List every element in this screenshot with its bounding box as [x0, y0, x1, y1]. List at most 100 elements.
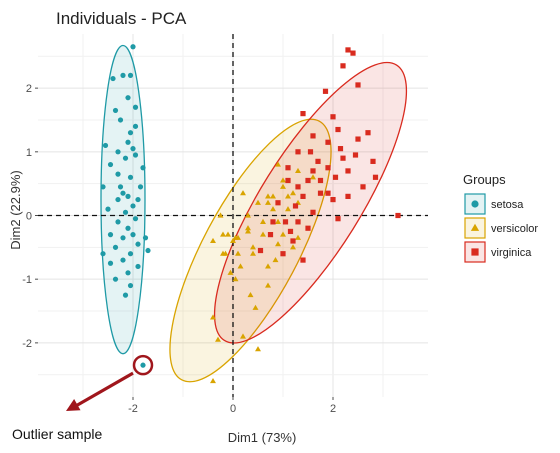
virginica-point — [285, 165, 291, 171]
y-tick-label: 0 — [26, 211, 32, 223]
versicolor-point — [295, 234, 301, 240]
setosa-point — [122, 209, 129, 215]
setosa-point — [120, 257, 126, 263]
versicolor-point — [222, 250, 229, 256]
virginica-point — [270, 219, 276, 225]
versicolor-point — [285, 193, 291, 199]
versicolor-legend-marker — [470, 223, 480, 231]
virginica-point — [290, 238, 296, 244]
versicolor-point — [255, 199, 261, 205]
versicolor-point — [285, 206, 291, 212]
versicolor-point — [232, 276, 239, 282]
versicolor-point — [265, 282, 271, 288]
virginica-legend-label: virginica — [491, 247, 532, 259]
versicolor-point — [215, 336, 221, 342]
versicolor-point — [240, 333, 246, 339]
virginica-point — [372, 174, 379, 180]
axis-ticks: -2 0 2 -2 -1 0 1 2 — [22, 83, 336, 415]
y-tick-label: 2 — [26, 83, 32, 95]
setosa-point — [115, 171, 121, 177]
virginica-point — [257, 247, 264, 254]
virginica-point — [345, 193, 351, 199]
versicolor-point — [210, 314, 216, 320]
virginica-point — [350, 50, 356, 56]
y-axis-title: Dim2 (22.9%) — [8, 170, 23, 249]
versicolor-point — [245, 225, 251, 231]
versicolor-point — [235, 234, 241, 240]
virginica-point — [352, 152, 359, 158]
virginica-point — [292, 203, 299, 209]
versicolor-point — [290, 244, 296, 250]
setosa-point — [120, 72, 126, 78]
virginica-point — [325, 139, 331, 145]
versicolor-point — [280, 177, 286, 183]
versicolor-point — [270, 193, 276, 199]
versicolor-point — [217, 212, 224, 218]
setosa-point — [100, 184, 106, 190]
virginica-point — [365, 130, 371, 136]
versicolor-point — [220, 231, 226, 237]
setosa-point — [130, 146, 136, 152]
virginica-point — [300, 257, 306, 263]
setosa-point — [115, 149, 121, 155]
setosa-point — [120, 235, 126, 241]
y-tick-label: -1 — [22, 274, 32, 286]
confidence-ellipses — [100, 44, 408, 383]
virginica-point — [310, 133, 316, 139]
virginica-point — [337, 146, 344, 152]
outlier-highlight-circle — [132, 354, 154, 376]
versicolor-point — [290, 190, 296, 196]
versicolor-point — [260, 218, 266, 224]
virginica-point — [310, 209, 316, 215]
virginica-point — [275, 200, 281, 206]
versicolor-point — [240, 190, 246, 196]
setosa-point — [130, 203, 136, 209]
setosa-point — [127, 72, 134, 78]
versicolor-point — [310, 174, 316, 180]
virginica-point — [310, 168, 316, 174]
setosa-point — [130, 44, 136, 50]
setosa-point — [130, 232, 136, 238]
setosa-point — [125, 139, 131, 145]
versicolor-point — [245, 212, 251, 218]
virginica-point — [330, 196, 336, 203]
virginica-point — [317, 190, 324, 196]
outlier-arrow-line — [73, 371, 134, 409]
setosa-point — [135, 241, 141, 247]
setosa-point — [122, 292, 129, 298]
virginica-point — [317, 177, 324, 184]
chart-title: Individuals - PCA — [56, 9, 187, 28]
setosa-point — [127, 251, 134, 257]
versicolor-legend-label: versicolor — [491, 223, 538, 235]
setosa-point — [135, 263, 141, 270]
versicolor-point — [272, 257, 279, 263]
versicolor-point — [275, 218, 281, 224]
y-tick-label: -2 — [22, 338, 32, 350]
setosa-point — [140, 165, 146, 171]
data-points — [100, 44, 401, 384]
virginica-point — [282, 219, 289, 225]
outlier-arrow-head — [66, 398, 81, 411]
legend-title: Groups — [463, 172, 506, 187]
versicolor-point — [225, 231, 231, 237]
versicolor-point — [260, 231, 266, 237]
virginica-point — [355, 82, 361, 88]
virginica-point — [300, 193, 306, 199]
versicolor-point — [275, 241, 281, 247]
setosa-point — [142, 235, 149, 241]
outlier-annotation — [66, 354, 154, 411]
virginica-point — [305, 177, 311, 184]
virginica-point — [295, 219, 301, 225]
setosa-point — [122, 155, 129, 161]
setosa-point — [115, 219, 121, 225]
virginica-point — [360, 184, 366, 190]
versicolor-point — [245, 228, 251, 234]
versicolor-point — [250, 250, 256, 256]
versicolor-point — [255, 346, 261, 352]
versicolor-ellipse — [169, 118, 332, 383]
y-tick-label: 1 — [26, 147, 32, 159]
setosa-point — [125, 193, 131, 199]
x-tick-label: -2 — [128, 403, 138, 415]
setosa-point — [102, 142, 109, 149]
